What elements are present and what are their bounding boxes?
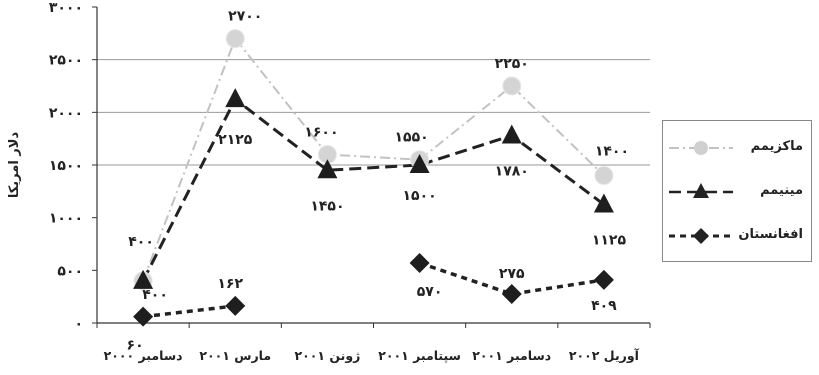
data-label-2: ۱۶۲ bbox=[217, 276, 243, 292]
series-line-2 bbox=[419, 261, 605, 296]
data-label-0: ۲۲۵۰ bbox=[495, 56, 529, 72]
data-label-2: ۲۷۵ bbox=[499, 266, 525, 282]
marker-diamond bbox=[593, 269, 614, 290]
marker-triangle bbox=[501, 124, 522, 144]
data-label-1: ۲۱۲۵ bbox=[218, 132, 253, 148]
x-tick-label: دسامبر ۲۰۰۰ bbox=[104, 348, 183, 363]
y-tick-label: ۱۵۰۰ bbox=[49, 158, 83, 174]
series-line-1 bbox=[141, 97, 605, 282]
marker-circle bbox=[594, 166, 614, 186]
data-label-2: ۶۰ bbox=[127, 338, 144, 354]
x-tick-label: مارس ۲۰۰۱ bbox=[199, 348, 271, 363]
legend-label-afghanistan: افغانستان bbox=[738, 227, 803, 242]
marker-diamond bbox=[501, 284, 522, 305]
marker-triangle bbox=[133, 269, 154, 289]
y-tick-label: ۵۰۰ bbox=[57, 263, 83, 279]
legend-item-minimum: مینیمم bbox=[663, 177, 811, 207]
marker-diamond bbox=[409, 252, 430, 273]
marker-triangle bbox=[409, 154, 430, 173]
y-tick-label: ۲۰۰۰ bbox=[49, 105, 83, 121]
marker-circle bbox=[502, 76, 522, 96]
series-line-0 bbox=[142, 37, 605, 282]
data-label-1: ۴۰۰ bbox=[142, 287, 168, 303]
data-label-1: ۱۵۰۰ bbox=[402, 188, 436, 204]
marker-circle bbox=[225, 29, 245, 49]
y-tick-label: ۳۰۰۰ bbox=[49, 0, 83, 16]
data-label-0: ۱۵۵۰ bbox=[394, 130, 428, 146]
data-label-0: ۲۷۰۰ bbox=[228, 9, 262, 25]
marker-triangle bbox=[317, 159, 338, 179]
marker-triangle bbox=[225, 88, 246, 108]
data-label-0: ۱۴۰۰ bbox=[595, 144, 629, 160]
legend-label-maximum: ماکزیمم bbox=[750, 139, 803, 154]
series-line-2 bbox=[142, 304, 236, 319]
x-tick-label: سپتامبر ۲۰۰۱ bbox=[378, 348, 461, 363]
marker-triangle bbox=[593, 193, 614, 213]
y-axis-label: دلار امریکا bbox=[7, 132, 22, 199]
marker-diamond bbox=[225, 295, 246, 316]
x-tick-label: آوریل ۲۰۰۲ bbox=[569, 348, 640, 363]
x-tick-label: دسامبر ۲۰۰۱ bbox=[472, 348, 551, 363]
legend-label-minimum: مینیمم bbox=[760, 183, 803, 198]
data-label-1: ۱۷۸۰ bbox=[495, 164, 529, 180]
data-label-1: ۱۱۲۵ bbox=[592, 233, 627, 249]
legend-item-maximum: ماکزیمم bbox=[663, 133, 811, 163]
x-tick-label: ژونن ۲۰۰۱ bbox=[295, 348, 361, 363]
y-tick-label: ۱۰۰۰ bbox=[49, 211, 83, 227]
data-label-1: ۱۴۵۰ bbox=[310, 198, 344, 214]
marker-diamond bbox=[133, 306, 154, 327]
data-label-0: ۱۶۰۰ bbox=[304, 124, 338, 140]
legend-swatch-afghanistan bbox=[669, 228, 733, 244]
data-label-2: ۴۰۹ bbox=[591, 298, 617, 314]
legend-swatch-maximum bbox=[669, 141, 733, 155]
data-label-2: ۵۷۰ bbox=[417, 284, 443, 300]
data-label-0: ۴۰۰ bbox=[128, 234, 154, 250]
legend: ماکزیمم مینیمم افغانستان bbox=[662, 120, 812, 262]
y-tick-label: ۰ bbox=[74, 316, 83, 332]
legend-swatch-minimum bbox=[669, 183, 733, 198]
legend-item-afghanistan: افغانستان bbox=[663, 221, 811, 251]
y-tick-label: ۲۵۰۰ bbox=[49, 53, 83, 69]
